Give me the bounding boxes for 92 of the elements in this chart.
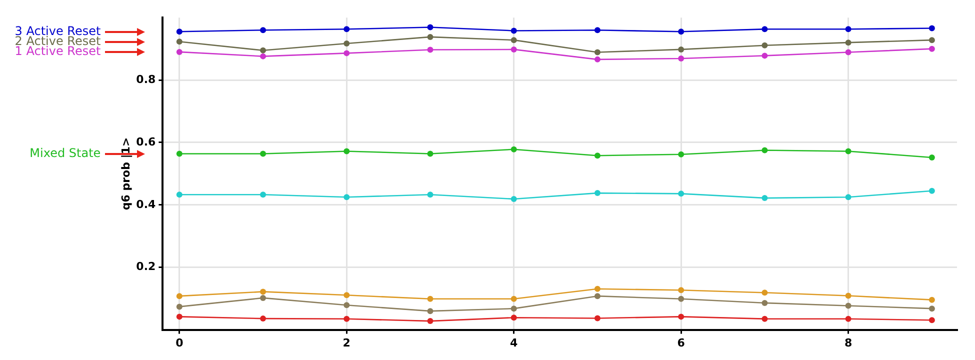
point: [510, 28, 517, 34]
point: [176, 28, 182, 35]
point: [176, 304, 182, 310]
point: [928, 188, 935, 194]
x-tick-label: 0: [176, 336, 184, 350]
point: [176, 150, 182, 157]
point: [594, 56, 600, 62]
point: [678, 56, 684, 62]
point: [427, 318, 434, 324]
point: [928, 37, 935, 44]
point: [678, 151, 684, 158]
point: [260, 294, 266, 301]
point: [344, 40, 350, 47]
point: [678, 296, 684, 302]
point: [427, 296, 434, 302]
point: [594, 293, 600, 300]
point: [678, 287, 684, 294]
point: [928, 296, 935, 303]
point: [845, 26, 852, 32]
point: [344, 194, 350, 200]
point: [845, 40, 852, 46]
point: [344, 50, 350, 56]
point: [427, 192, 434, 198]
point: [344, 292, 350, 298]
point: [344, 302, 350, 308]
point: [510, 306, 517, 312]
point: [344, 26, 350, 32]
point: [427, 34, 434, 40]
point: [762, 195, 768, 202]
point: [762, 147, 768, 154]
point: [845, 148, 852, 154]
point: [928, 317, 935, 324]
point: [510, 314, 517, 321]
point: [845, 292, 852, 299]
y-tick-label: 0.4: [136, 198, 156, 211]
point: [928, 306, 935, 312]
point: [510, 37, 517, 44]
point: [678, 46, 684, 52]
point: [845, 49, 852, 56]
point: [594, 315, 600, 322]
point: [594, 152, 600, 159]
point: [678, 190, 684, 197]
point: [427, 46, 434, 53]
point: [928, 46, 935, 52]
point: [176, 38, 182, 45]
point: [427, 24, 434, 30]
point: [928, 25, 935, 32]
y-tick-label: 0.6: [136, 135, 156, 148]
point: [594, 49, 600, 56]
point: [260, 53, 266, 60]
point: [678, 314, 684, 320]
point: [510, 196, 517, 202]
point: [344, 148, 350, 154]
y-axis-title: q6 prob |1>: [119, 137, 132, 210]
point: [427, 308, 434, 314]
point: [344, 316, 350, 322]
point: [762, 316, 768, 322]
point: [260, 150, 266, 157]
point: [260, 47, 266, 54]
point: [260, 192, 266, 198]
point: [762, 42, 768, 48]
point: [762, 26, 768, 32]
point: [762, 300, 768, 306]
point: [845, 316, 852, 322]
y-tick-label: 0.2: [136, 260, 156, 274]
point: [845, 194, 852, 200]
point: [762, 52, 768, 59]
point: [176, 192, 182, 198]
x-tick-label: 4: [510, 336, 518, 350]
x-tick-label: 8: [844, 336, 852, 350]
point: [594, 286, 600, 292]
point: [510, 146, 517, 152]
point: [176, 314, 182, 320]
point: [594, 27, 600, 34]
point: [678, 28, 684, 35]
point: [510, 296, 517, 302]
point: [260, 316, 266, 322]
point: [260, 27, 266, 34]
y-tick-label: 0.8: [136, 72, 156, 86]
text: 1 Active Reset: [14, 44, 101, 58]
point: [260, 288, 266, 295]
point: [762, 290, 768, 296]
x-tick-label: 6: [677, 336, 686, 350]
point: [510, 46, 517, 52]
point: [928, 154, 935, 160]
text: Mixed State: [30, 146, 101, 160]
point: [427, 150, 434, 157]
x-tick-label: 2: [342, 336, 350, 350]
point: [594, 190, 600, 196]
point: [845, 302, 852, 309]
point: [176, 48, 182, 55]
point: [176, 293, 182, 300]
